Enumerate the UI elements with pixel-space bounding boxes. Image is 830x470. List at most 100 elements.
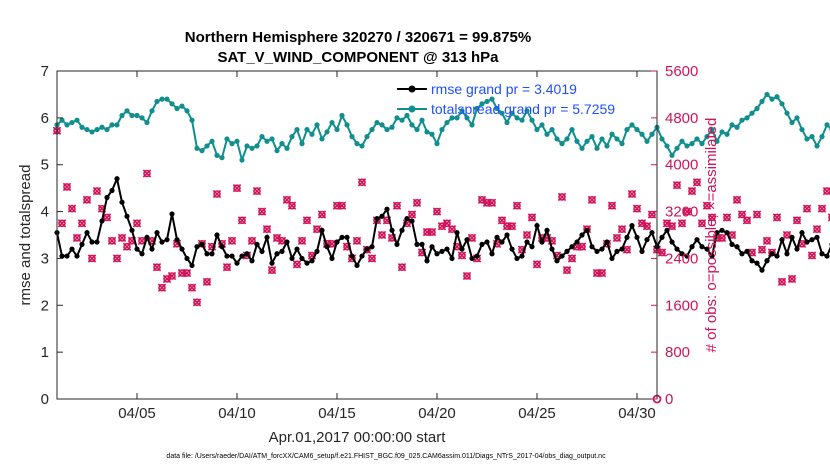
totalspread-point bbox=[454, 115, 460, 121]
totalspread-point bbox=[524, 108, 530, 114]
totalspread-point bbox=[89, 129, 95, 135]
obs-assimilated-point bbox=[792, 216, 802, 225]
totalspread-point bbox=[694, 136, 700, 142]
totalspread-point bbox=[199, 148, 205, 154]
obs-assimilated-point bbox=[802, 204, 812, 213]
rmse-point bbox=[429, 244, 435, 250]
obs-assimilated-point bbox=[607, 201, 617, 210]
rmse-point bbox=[364, 246, 370, 252]
rmse-point bbox=[614, 248, 620, 254]
obs-assimilated-point bbox=[457, 251, 467, 260]
totalspread-point bbox=[239, 157, 245, 163]
totalspread-point bbox=[739, 117, 745, 123]
rmse-point bbox=[249, 258, 255, 264]
totalspread-point bbox=[299, 141, 305, 147]
totalspread-point bbox=[549, 126, 555, 133]
totalspread-point bbox=[319, 136, 325, 142]
obs-possible-point bbox=[763, 237, 771, 245]
totalspread-point bbox=[139, 115, 145, 121]
obs-assimilated-point bbox=[522, 230, 532, 240]
rmse-point bbox=[389, 227, 395, 233]
y-tick-left-label: 2 bbox=[41, 297, 49, 314]
totalspread-point bbox=[244, 143, 250, 149]
rmse-point bbox=[194, 244, 200, 250]
totalspread-point bbox=[294, 126, 300, 133]
totalspread-point bbox=[479, 101, 485, 107]
obs-possible-point bbox=[743, 216, 751, 225]
rmse-point bbox=[254, 241, 260, 247]
rmse-point bbox=[594, 248, 600, 254]
obs-assimilated-point bbox=[302, 216, 312, 225]
totalspread-point bbox=[494, 105, 500, 112]
totalspread-point bbox=[509, 110, 515, 116]
obs-possible-point bbox=[213, 190, 221, 198]
totalspread-point bbox=[799, 126, 805, 133]
totalspread-point bbox=[444, 119, 450, 126]
obs-assimilated-point bbox=[352, 236, 362, 246]
rmse-point bbox=[409, 218, 415, 224]
totalspread-point bbox=[159, 96, 165, 102]
totalspread-point bbox=[179, 103, 185, 109]
obs-assimilated-point bbox=[162, 274, 172, 284]
rmse-point bbox=[184, 255, 190, 262]
obs-assimilated-point bbox=[772, 213, 782, 222]
obs-possible-point bbox=[578, 242, 586, 251]
totalspread-point bbox=[539, 122, 545, 128]
obs-possible-point bbox=[298, 237, 306, 245]
rmse-point bbox=[164, 237, 170, 243]
obs-possible-point bbox=[693, 178, 701, 187]
totalspread-point bbox=[209, 138, 215, 144]
totalspread-point bbox=[284, 145, 290, 151]
obs-possible-point bbox=[793, 216, 801, 225]
obs-possible-point bbox=[288, 201, 296, 210]
obs-assimilated-point bbox=[82, 195, 92, 205]
totalspread-point bbox=[554, 136, 560, 142]
rmse-point bbox=[439, 248, 445, 254]
obs-assimilated-point bbox=[577, 242, 587, 251]
rmse-point bbox=[774, 253, 780, 259]
obs-possible-point bbox=[758, 245, 766, 254]
totalspread-point bbox=[819, 134, 825, 140]
totalspread-point bbox=[219, 155, 225, 161]
rmse-point bbox=[754, 260, 760, 266]
rmse-point bbox=[129, 227, 135, 233]
rmse-point bbox=[149, 246, 155, 252]
obs-possible-point bbox=[823, 187, 830, 195]
obs-possible-point bbox=[153, 263, 161, 272]
totalspread-point bbox=[604, 143, 610, 149]
obs-assimilated-point bbox=[397, 263, 407, 272]
y-axis-label-left: rmse and totalspread bbox=[17, 165, 34, 306]
obs-assimilated-point bbox=[297, 236, 307, 246]
rmse-point bbox=[239, 253, 245, 259]
rmse-point bbox=[729, 241, 735, 247]
obs-assimilated-point bbox=[277, 236, 287, 246]
totalspread-point bbox=[724, 131, 730, 137]
totalspread-point bbox=[499, 110, 505, 116]
obs-assimilated-point bbox=[467, 233, 477, 243]
obs-assimilated-point bbox=[202, 277, 212, 287]
totalspread-point bbox=[349, 134, 355, 140]
rmse-point bbox=[374, 216, 380, 222]
obs-possible-point bbox=[593, 269, 601, 277]
totalspread-point bbox=[754, 105, 760, 112]
obs-assimilated-point bbox=[77, 219, 87, 228]
obs-assimilated-point bbox=[367, 254, 377, 263]
obs-possible-point bbox=[678, 219, 686, 228]
obs-possible-point bbox=[113, 254, 121, 263]
totalspread-point bbox=[369, 126, 375, 133]
rmse-point bbox=[469, 255, 475, 262]
rmse-point bbox=[804, 239, 810, 245]
totalspread-point bbox=[439, 126, 445, 133]
y-tick-left-label: 1 bbox=[41, 344, 49, 361]
obs-assimilated-point bbox=[622, 245, 632, 254]
obs-possible-point bbox=[433, 207, 441, 216]
totalspread-point bbox=[254, 143, 260, 149]
obs-possible-point bbox=[68, 204, 76, 213]
obs-possible-point bbox=[393, 201, 401, 210]
totalspread-point bbox=[514, 115, 520, 121]
rmse-point bbox=[379, 213, 385, 219]
obs-possible-point bbox=[63, 183, 71, 191]
obs-possible-point bbox=[828, 214, 830, 221]
y-tick-right-label: 1600 bbox=[665, 297, 698, 314]
